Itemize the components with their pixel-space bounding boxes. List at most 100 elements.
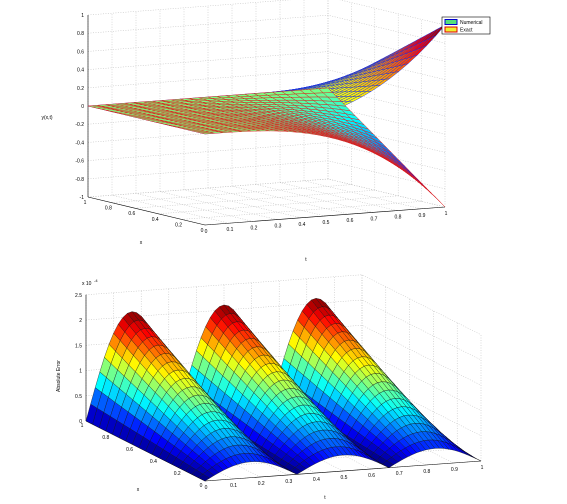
grid-line bbox=[87, 160, 446, 190]
grid-line bbox=[87, 0, 446, 26]
z-tick-label: -0.6 bbox=[75, 159, 84, 165]
solution-surface-plot: 1 0.8 0.6 0.4 0.2 0 -0.2 -0.4 -0.6 -0.8 -1 0 0.1 0.2 0… bbox=[41, 0, 491, 263]
grid-line bbox=[111, 194, 230, 224]
grid-line bbox=[159, 191, 278, 220]
t-tick-label: 0 bbox=[205, 485, 208, 491]
z-tick-label: 1 bbox=[81, 13, 84, 19]
top-xlabel: x bbox=[140, 240, 143, 246]
legend-swatch-exact bbox=[444, 26, 458, 33]
grid-line bbox=[207, 187, 326, 217]
bot-exponent-base: x 10 bbox=[82, 281, 92, 287]
surface-patch bbox=[469, 454, 482, 462]
grid-line bbox=[87, 51, 446, 80]
t-tick-label: 0 bbox=[205, 229, 208, 235]
grid-line bbox=[87, 178, 329, 198]
grid-line bbox=[183, 189, 302, 219]
top-zlabel: y(x,t) bbox=[41, 115, 52, 121]
t-tick-label: 0.9 bbox=[419, 213, 426, 219]
top-surfaces bbox=[87, 24, 446, 208]
legend-label-numerical: Numerical bbox=[460, 20, 483, 26]
x-axis-line bbox=[87, 196, 206, 226]
grid-line bbox=[87, 69, 446, 99]
grid-line bbox=[87, 14, 446, 44]
x-tick-label: 0.8 bbox=[105, 206, 112, 212]
t-tick-label: 1 bbox=[481, 465, 484, 471]
t-tick-label: 0.7 bbox=[371, 216, 378, 222]
grid-line bbox=[303, 180, 422, 210]
t-tick-label: 0.8 bbox=[395, 215, 402, 221]
z-tick-label: 0.5 bbox=[75, 394, 82, 400]
x-tick-label: 0 bbox=[201, 228, 204, 234]
bot-ticks: 0 0.5 1 1.5 2 2.5 0 0.1 0.2 0.3 0.4 0.5 0.6 0.7 0.8 0.9… bbox=[75, 293, 484, 491]
grid-line bbox=[231, 185, 350, 215]
t-tick-label: 0.1 bbox=[230, 483, 237, 489]
t-axis-line bbox=[204, 460, 482, 482]
grid-line bbox=[111, 184, 352, 203]
t-tick-label: 0.6 bbox=[347, 218, 354, 224]
legend: Numerical Exact bbox=[441, 16, 491, 35]
grid-line bbox=[85, 299, 482, 361]
z-tick-label: 1.5 bbox=[75, 343, 82, 349]
t-tick-label: 0.3 bbox=[285, 479, 292, 485]
error-surface-plot: 0 0.5 1 1.5 2 2.5 0 0.1 0.2 0.3 0.4 0.5 0.6 0.7 0.8 0.9… bbox=[56, 274, 484, 501]
z-tick-label: 0.2 bbox=[77, 86, 84, 92]
t-tick-label: 0.4 bbox=[313, 477, 320, 483]
grid-line bbox=[85, 350, 482, 411]
bot-exponent-power: -4 bbox=[94, 278, 98, 283]
bot-tlabel: t bbox=[324, 495, 326, 501]
x-tick-label: 0.2 bbox=[175, 222, 182, 228]
grid-line bbox=[255, 184, 374, 213]
grid-line bbox=[327, 178, 446, 208]
top-ticks: 1 0.8 0.6 0.4 0.2 0 -0.2 -0.4 -0.6 -0.8 -1 0 0.1 0.2 0… bbox=[75, 13, 447, 235]
grid-line bbox=[158, 195, 399, 215]
error-surface bbox=[85, 298, 482, 482]
z-tick-label: -0.2 bbox=[75, 122, 84, 128]
z-tick-label: -0.4 bbox=[75, 140, 84, 146]
t-tick-label: 0.5 bbox=[323, 220, 330, 226]
top-tlabel: t bbox=[305, 257, 307, 263]
z-tick-label: 2.5 bbox=[75, 293, 82, 299]
t-tick-label: 0.1 bbox=[227, 227, 234, 233]
grid-line bbox=[87, 142, 446, 171]
grid-line bbox=[85, 375, 482, 436]
x-tick-label: 0.2 bbox=[174, 471, 181, 477]
t-axis-line bbox=[204, 206, 446, 226]
surface-patch bbox=[431, 193, 446, 208]
grid-line bbox=[279, 182, 398, 211]
legend-label-exact: Exact bbox=[460, 28, 473, 34]
x-tick-label: 0 bbox=[200, 483, 203, 489]
x-tick-label: 0.4 bbox=[152, 217, 159, 223]
t-tick-label: 0.3 bbox=[275, 224, 282, 230]
t-tick-label: 0.2 bbox=[258, 481, 265, 487]
t-tick-label: 0.7 bbox=[396, 471, 403, 477]
bot-exponent: x 10 -4 bbox=[82, 278, 98, 287]
z-tick-label: 0.8 bbox=[77, 31, 84, 37]
t-tick-label: 0.6 bbox=[368, 473, 375, 479]
z-tick-label: -1 bbox=[80, 195, 85, 201]
bot-zlabel: Absolute Error bbox=[56, 360, 62, 392]
z-tick-label: 0 bbox=[81, 104, 84, 110]
grid-line bbox=[87, 178, 446, 208]
exact-surface bbox=[87, 87, 446, 208]
grid-line bbox=[85, 274, 482, 335]
grid-line bbox=[85, 324, 482, 386]
legend-swatch-numerical bbox=[444, 19, 458, 25]
x-tick-label: 0.8 bbox=[102, 435, 109, 441]
bot-xlabel: x bbox=[137, 487, 140, 493]
x-tick-label: 0.4 bbox=[150, 459, 157, 465]
x-tick-label: 1 bbox=[81, 423, 84, 429]
t-tick-label: 0.8 bbox=[423, 469, 430, 475]
t-tick-label: 0.2 bbox=[251, 225, 258, 231]
z-tick-label: 0.4 bbox=[77, 68, 84, 74]
z-tick-label: 0 bbox=[79, 419, 82, 425]
x-tick-label: 1 bbox=[84, 200, 87, 206]
x-tick-label: 0.6 bbox=[128, 211, 135, 217]
z-tick-label: 0.6 bbox=[77, 49, 84, 55]
grid-line bbox=[135, 193, 254, 222]
z-tick-label: -0.8 bbox=[75, 177, 84, 183]
z-tick-label: 2 bbox=[79, 318, 82, 324]
t-tick-label: 1 bbox=[445, 211, 448, 217]
x-tick-label: 0.6 bbox=[126, 447, 133, 453]
grid-line bbox=[181, 201, 422, 220]
